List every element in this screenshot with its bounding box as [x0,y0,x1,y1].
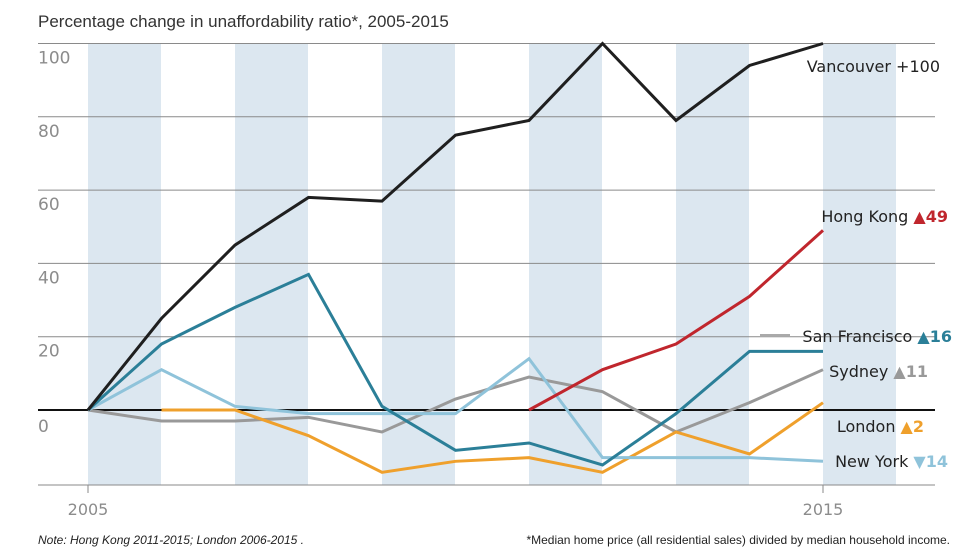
up-triangle-icon: ▲ [913,207,926,226]
y-tick-label: 0 [38,417,49,437]
y-tick-label: 100 [38,49,70,69]
series-end-value: 2 [913,417,924,436]
band-2009 [382,43,455,485]
series-line-hong_kong [528,229,825,412]
series-line-vancouver [86,41,824,411]
series-end-value: +100 [896,57,940,76]
series-name: Hong Kong [821,207,913,226]
series-name: San Francisco [802,327,917,346]
series-label-vancouver: Vancouver +100 [807,57,940,76]
y-tick-label: 40 [38,268,60,288]
y-tick-label: 80 [38,122,60,142]
series-name: London [837,417,901,436]
series-name: New York [835,452,913,471]
series-label-new_york: New York ▼14 [835,452,948,471]
series-label-sydney: Sydney ▲11 [829,362,928,381]
series-label-hong_kong: Hong Kong ▲49 [821,207,948,226]
series-name: Sydney [829,362,893,381]
x-tick-label: 2015 [803,500,844,519]
up-triangle-icon: ▲ [917,327,930,346]
series-line-sydney [87,368,824,434]
series-line-london [161,401,824,474]
series-end-value: 49 [926,207,948,226]
series-line-new_york [87,356,824,463]
up-triangle-icon: ▲ [901,417,914,436]
note-right: *Median home price (all residential sale… [526,533,950,547]
series-label-san_francisco: San Francisco ▲16 [802,327,952,346]
chart-subtitle: Percentage change in unaffordability rat… [38,12,449,31]
y-tick-label: 60 [38,195,60,215]
down-triangle-icon: ▼ [913,452,926,471]
series-label-london: London ▲2 [837,417,924,436]
series-end-value: 16 [930,327,952,346]
y-tick-label: 20 [38,342,60,362]
series-end-value: 14 [926,452,948,471]
shaded-year-bands [88,43,896,485]
y-axis-tick-labels: 0 20 40 60 80 100 [38,49,70,438]
note-left: Note: Hong Kong 2011-2015; London 2006-2… [38,533,304,547]
series-end-value: 11 [906,362,928,381]
up-triangle-icon: ▲ [893,362,906,381]
x-axis-tick-labels: 2005 2015 [68,485,844,519]
series-line-san_francisco [86,272,823,467]
series-lines [86,41,825,474]
series-name: Vancouver [807,57,896,76]
x-tick-label: 2005 [68,500,109,519]
